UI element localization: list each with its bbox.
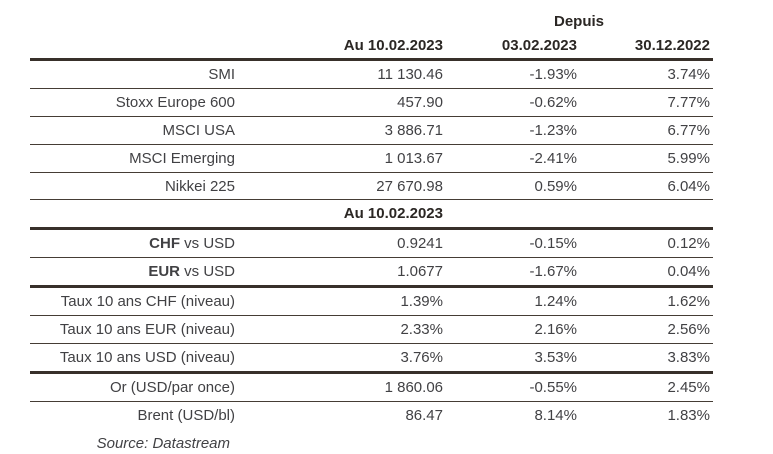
row-value: 3 886.71 [384, 121, 443, 139]
row-label: Taux 10 ans USD (niveau) [30, 349, 240, 366]
table-row-msci-usa: MSCI USA 3 886.71 -1.23% 6.77% [30, 117, 713, 145]
row-label-text: Nikkei 225 [164, 177, 235, 195]
row-change-week: -1.93% [529, 65, 577, 83]
row-value: 11 130.46 [377, 65, 443, 83]
row-label: Or (USD/par once) [30, 379, 240, 396]
column-header-since-2: 30.12.2022 [634, 36, 710, 54]
row-value: 0.9241 [397, 235, 443, 253]
column-header-since-1: 03.02.2023 [501, 36, 577, 54]
row-change-week: 1.24% [534, 293, 577, 311]
row-change-week: -0.62% [529, 93, 577, 111]
row-label: Taux 10 ans EUR (niveau) [30, 321, 240, 338]
row-change-week: 0.59% [534, 177, 577, 195]
row-change-week: 2.16% [534, 320, 577, 338]
row-change-week: 3.53% [534, 348, 577, 366]
row-change-ytd: 5.99% [667, 149, 710, 167]
row-label-bold: EUR [148, 263, 180, 281]
row-value: 86.47 [405, 406, 443, 424]
row-change-ytd: 6.04% [667, 177, 710, 195]
table-row-gold: Or (USD/par once) 1 860.06 -0.55% 2.45% [30, 374, 713, 402]
row-label-text: MSCI USA [162, 121, 235, 139]
row-change-ytd: 7.77% [667, 93, 710, 111]
row-value: 1.39% [400, 293, 443, 311]
row-label-text: Or (USD/par once) [109, 378, 235, 396]
source-row: Source: Datastream [30, 429, 713, 454]
row-label: Stoxx Europe 600 [30, 94, 240, 111]
table-subheader-row: Au 10.02.2023 [30, 200, 713, 231]
row-value: 3.76% [400, 348, 443, 366]
row-label-text: SMI [208, 65, 235, 83]
market-table: Depuis Au 10.02.2023 03.02.2023 30.12.20… [30, 10, 713, 454]
table-row-chf-usd: CHF vs USD 0.9241 -0.15% 0.12% [30, 230, 713, 259]
row-change-ytd: 0.04% [667, 263, 710, 281]
row-label-text: MSCI Emerging [129, 149, 235, 167]
column-header-value-date: Au 10.02.2023 [343, 36, 443, 54]
source-label: Source: Datastream [96, 435, 230, 453]
table-header-depuis-row: Depuis [30, 10, 713, 32]
subheader-date-label: Au 10.02.2023 [343, 205, 443, 223]
table-row-msci-emerging: MSCI Emerging 1 013.67 -2.41% 5.99% [30, 145, 713, 173]
row-label: Nikkei 225 [30, 178, 240, 195]
row-value: 2.33% [400, 320, 443, 338]
row-label: MSCI Emerging [30, 150, 240, 167]
row-value: 27 670.98 [376, 177, 443, 195]
row-change-ytd: 3.83% [667, 348, 710, 366]
table-row-stoxx: Stoxx Europe 600 457.90 -0.62% 7.77% [30, 89, 713, 117]
row-label: Brent (USD/bl) [30, 407, 240, 424]
row-label-text: vs USD [179, 235, 235, 253]
row-label: Taux 10 ans CHF (niveau) [30, 293, 240, 310]
table-row-smi: SMI 11 130.46 -1.93% 3.74% [30, 61, 713, 89]
row-label: MSCI USA [30, 122, 240, 139]
row-label-bold: CHF [149, 235, 180, 253]
row-value: 1 860.06 [384, 378, 443, 396]
row-value: 457.90 [397, 93, 443, 111]
row-label-text: Taux 10 ans USD (niveau) [59, 348, 235, 366]
row-value: 1.0677 [397, 263, 443, 281]
row-change-week: 8.14% [534, 406, 577, 424]
row-label-text: vs USD [179, 263, 235, 281]
row-change-week: -0.15% [529, 235, 577, 253]
table-row-rate-eur: Taux 10 ans EUR (niveau) 2.33% 2.16% 2.5… [30, 316, 713, 344]
row-value: 1 013.67 [384, 149, 443, 167]
row-change-ytd: 1.83% [667, 406, 710, 424]
row-change-ytd: 0.12% [667, 235, 710, 253]
depuis-label: Depuis [553, 12, 604, 30]
table-row-eur-usd: EUR vs USD 1.0677 -1.67% 0.04% [30, 258, 713, 289]
row-change-week: -1.67% [529, 263, 577, 281]
row-change-ytd: 6.77% [667, 121, 710, 139]
table-header-columns-row: Au 10.02.2023 03.02.2023 30.12.2022 [30, 32, 713, 61]
row-change-week: -0.55% [529, 378, 577, 396]
row-label: CHF vs USD [30, 235, 240, 252]
row-label-text: Stoxx Europe 600 [115, 93, 235, 111]
row-change-ytd: 2.56% [667, 320, 710, 338]
row-change-ytd: 1.62% [667, 293, 710, 311]
row-change-week: -2.41% [529, 149, 577, 167]
table-row-nikkei: Nikkei 225 27 670.98 0.59% 6.04% [30, 173, 713, 201]
row-label-text: Taux 10 ans EUR (niveau) [59, 320, 235, 338]
table-row-rate-usd: Taux 10 ans USD (niveau) 3.76% 3.53% 3.8… [30, 344, 713, 374]
row-label-text: Taux 10 ans CHF (niveau) [60, 293, 235, 311]
table-row-rate-chf: Taux 10 ans CHF (niveau) 1.39% 1.24% 1.6… [30, 288, 713, 317]
row-change-ytd: 2.45% [667, 378, 710, 396]
row-label: EUR vs USD [30, 263, 240, 280]
row-label: SMI [30, 66, 240, 83]
table-row-brent: Brent (USD/bl) 86.47 8.14% 1.83% [30, 402, 713, 429]
row-label-text: Brent (USD/bl) [137, 406, 235, 424]
row-change-week: -1.23% [529, 121, 577, 139]
row-change-ytd: 3.74% [667, 65, 710, 83]
